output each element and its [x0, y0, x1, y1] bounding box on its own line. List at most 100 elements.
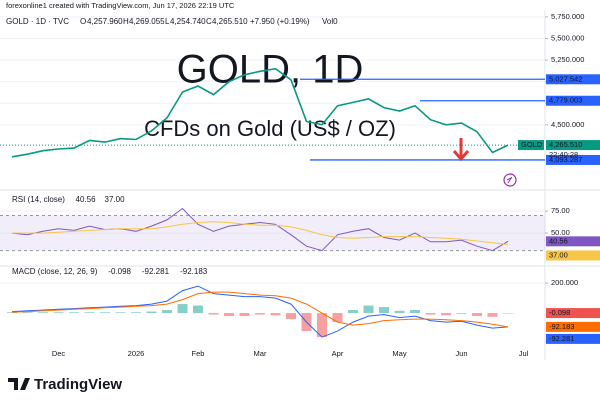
- histogram-bar: [379, 307, 389, 314]
- series-line: [11, 67, 509, 158]
- histogram-bar: [7, 312, 17, 314]
- ohlc-value: 4,257.960: [87, 17, 123, 26]
- histogram-bar: [332, 313, 343, 323]
- y-tick-label: 5,500.000: [551, 33, 584, 42]
- histogram-bar: [131, 312, 141, 314]
- price-label-text: 37.00: [549, 250, 568, 259]
- change: +7.950 (+0.19%): [250, 17, 310, 26]
- credit: forexonline1 created with TradingView.co…: [6, 1, 235, 10]
- ohlc-key: L: [165, 17, 170, 26]
- price-label-text: -92.183: [549, 322, 574, 331]
- histogram-bar: [410, 310, 420, 314]
- y-tick-label: 5,250.000: [551, 55, 584, 64]
- histogram-bar: [100, 312, 110, 314]
- histogram-bar: [22, 312, 33, 314]
- x-tick-label: Apr: [332, 349, 344, 358]
- histogram-bar: [363, 305, 374, 314]
- price-label-text: 4,093.287: [549, 155, 582, 164]
- x-tick-label: Mar: [254, 349, 267, 358]
- legend-value: 40.56: [76, 195, 97, 204]
- histogram-bar: [472, 313, 482, 317]
- histogram-bar: [38, 312, 48, 314]
- x-tick-label: Jun: [455, 349, 467, 358]
- countdown: 22:40:28: [549, 150, 578, 159]
- logo-mark: [8, 378, 30, 390]
- histogram-bar: [425, 313, 436, 315]
- symbol: GOLD · 1D · TVC: [6, 17, 69, 26]
- header-legend: GOLD · 1D · TVC O 4,257.960 H 4,269.055 …: [6, 17, 338, 26]
- ohlc-value: 4,254.740: [170, 17, 206, 26]
- y-tick-label: 200.000: [551, 278, 578, 287]
- price-label-box: [546, 154, 600, 165]
- series-line: [11, 207, 509, 252]
- price-label: 5,027.542: [546, 74, 600, 85]
- histogram-bar: [503, 313, 513, 314]
- price-label: -92.183: [546, 322, 600, 332]
- histogram-bar: [224, 313, 234, 317]
- price-label: 4,779.003: [546, 96, 600, 106]
- histogram-bar: [208, 313, 219, 315]
- histogram-bar: [84, 312, 95, 314]
- histogram-bar: [394, 310, 405, 314]
- price-label: 40.56: [546, 236, 600, 247]
- x-tick-label: 2026: [128, 349, 145, 358]
- price-label-box: [546, 308, 600, 319]
- legend-value: -92.183: [180, 267, 208, 276]
- x-tick-label: Dec: [52, 349, 66, 358]
- y-tick-label: 50.00: [551, 228, 570, 237]
- histogram-bar: [487, 313, 498, 317]
- y-tick-label: 75.00: [551, 206, 570, 215]
- histogram-bar: [270, 313, 281, 316]
- series-line: [11, 291, 509, 328]
- y-tick-label: 5,750.000: [551, 12, 584, 21]
- x-tick-label: Jul: [519, 349, 529, 358]
- histogram-bar: [456, 313, 467, 314]
- ohlc-key: O: [80, 17, 86, 26]
- histogram-bar: [69, 312, 79, 314]
- histogram-bar: [177, 304, 188, 314]
- price-label-text: -0.098: [549, 308, 570, 317]
- ohlc-value: 4,269.055: [129, 17, 165, 26]
- event-icon-mark: [506, 176, 513, 184]
- ohlc-value: 4,265.510: [212, 17, 248, 26]
- price-label: -0.098: [546, 308, 600, 319]
- symbol-label: GOLD: [521, 140, 543, 149]
- histogram-bar: [255, 313, 265, 315]
- histogram-bar: [441, 313, 451, 316]
- rsi-band: [0, 215, 545, 251]
- volume: Vol0: [322, 17, 338, 26]
- histogram-bar: [348, 310, 358, 314]
- histogram-bar: [239, 313, 250, 317]
- legend-value: 37.00: [105, 195, 126, 204]
- price-label-box: [546, 140, 600, 151]
- price-label: 4,093.287: [546, 155, 600, 165]
- event-icon: [503, 173, 517, 187]
- histogram-bar: [146, 311, 157, 314]
- indicator-title: RSI (14, close): [12, 195, 65, 204]
- symbol-box: [518, 140, 544, 151]
- histogram-bar: [115, 312, 126, 314]
- legend-value: -0.098: [108, 267, 131, 276]
- ohlc-key: C: [206, 17, 212, 26]
- histogram-bar: [193, 305, 203, 314]
- y-tick-label: 4,500.000: [551, 120, 584, 129]
- annotations: [452, 138, 517, 187]
- legend-value: -92.281: [142, 267, 170, 276]
- histogram-bar: [53, 312, 64, 314]
- price-label-box: [546, 236, 600, 247]
- brand: TradingView: [34, 376, 122, 393]
- price-label-box: [546, 321, 600, 332]
- price-label-text: 40.56: [549, 236, 568, 245]
- x-tick-label: Feb: [192, 349, 205, 358]
- histogram-bar: [286, 313, 296, 320]
- histogram-bar: [317, 313, 327, 338]
- price-label-text: 4,779.003: [549, 96, 582, 105]
- histogram-bar: [162, 310, 172, 314]
- price-label-text: 4,265.510: [549, 140, 582, 149]
- price-label-text: 5,027.542: [549, 74, 582, 83]
- price-label: 37.00: [546, 250, 600, 261]
- x-tick-label: May: [392, 349, 406, 358]
- price-label-box: [546, 250, 600, 261]
